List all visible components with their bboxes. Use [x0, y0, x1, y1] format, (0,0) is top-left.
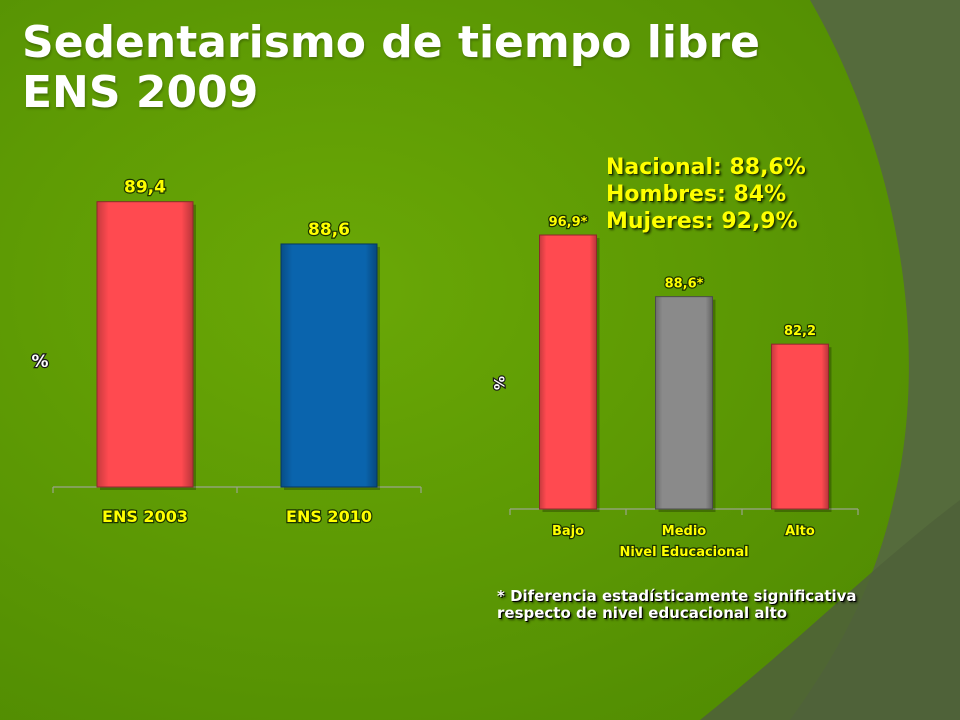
x-tick-label: ENS 2010 — [286, 507, 372, 526]
bar-medio — [655, 296, 713, 510]
title-line-2: ENS 2009 — [22, 67, 259, 118]
x-tick-label: Alto — [785, 524, 815, 539]
y-axis-label: % — [490, 376, 506, 390]
x-tick-label: Bajo — [552, 524, 584, 539]
page-title: Sedentarismo de tiempo libre ENS 2009 — [22, 18, 760, 118]
bar-ens-2003 — [96, 201, 194, 488]
footnote-line-2: respecto de nivel educacional alto — [497, 604, 788, 622]
footnote: * Diferencia estadísticamente significat… — [497, 588, 857, 622]
stat-nacional: Nacional: 88,6% — [606, 155, 806, 180]
stat-hombres: Hombres: 84% — [606, 182, 787, 207]
bar-ens-2010 — [280, 243, 378, 488]
stat-mujeres: Mujeres: 92,9% — [606, 209, 798, 234]
data-label: 96,9* — [549, 215, 588, 230]
x-tick-label: Medio — [662, 524, 707, 539]
data-label: 89,4 — [124, 178, 166, 198]
data-label: 88,6 — [308, 220, 350, 240]
y-axis-label: % — [31, 352, 48, 372]
data-label: 82,2 — [784, 324, 816, 339]
footnote-line-1: * Diferencia estadísticamente significat… — [497, 587, 857, 605]
national-stats: Nacional: 88,6% Hombres: 84% Mujeres: 92… — [606, 154, 806, 235]
bar-bajo — [539, 234, 597, 510]
bar-alto — [771, 343, 829, 510]
title-line-1: Sedentarismo de tiempo libre — [22, 17, 760, 68]
x-tick-label: ENS 2003 — [102, 507, 188, 526]
data-label: 88,6* — [665, 277, 704, 292]
x-axis-label: Nivel Educacional — [619, 545, 748, 560]
